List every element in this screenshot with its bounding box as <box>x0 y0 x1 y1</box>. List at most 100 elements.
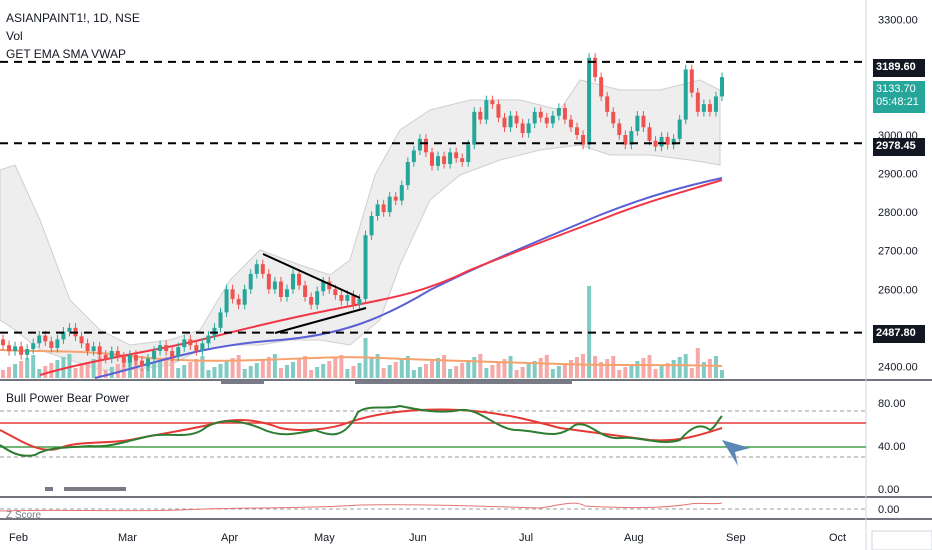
candle-body <box>635 115 640 132</box>
price-tick-label: 2900.00 <box>878 169 918 181</box>
volume-bar <box>61 357 66 378</box>
current-price-badge: 3133.70 05:48:21 <box>873 81 925 113</box>
volume-bar <box>399 359 404 378</box>
volume-bar <box>478 354 483 378</box>
arrow-annotation <box>722 440 750 466</box>
volume-bar <box>695 348 700 378</box>
volume-bar <box>641 358 646 378</box>
candle-body <box>659 136 664 147</box>
volume-bar <box>91 359 96 378</box>
candle-body <box>158 345 163 351</box>
volume-bar <box>490 365 495 378</box>
volume-bar <box>164 357 169 378</box>
candle-body <box>139 360 144 367</box>
candle-body <box>19 346 24 355</box>
volume-bar <box>146 366 151 378</box>
candle-body <box>574 127 579 135</box>
session-marker <box>355 380 572 384</box>
oscillator-signal-line <box>0 408 723 451</box>
time-axis-label: Mar <box>118 532 137 544</box>
volume-bar <box>254 363 259 378</box>
candle-body <box>653 140 658 147</box>
candle-body <box>647 127 652 141</box>
volume-bar <box>707 359 712 378</box>
volume-bar <box>436 358 441 378</box>
candle-body <box>266 273 271 290</box>
volume-bar <box>297 359 302 378</box>
candle-body <box>345 295 350 301</box>
candle-body <box>369 216 374 236</box>
candle-body <box>218 312 223 328</box>
candle-body <box>399 185 404 201</box>
volume-bar <box>1 370 5 378</box>
volume-bar <box>194 359 199 378</box>
candle-body <box>417 138 422 151</box>
candle-body <box>454 152 459 159</box>
candle-body <box>720 77 724 97</box>
candle-body <box>224 289 229 313</box>
volume-bar <box>581 354 586 378</box>
candle-body <box>387 196 392 213</box>
candle-body <box>309 297 314 305</box>
candle-body <box>327 281 332 290</box>
candle-body <box>236 298 241 305</box>
time-axis-label: Sep <box>726 532 746 544</box>
volume-bar <box>55 360 60 378</box>
volume-bar <box>97 356 102 378</box>
price-tick-label: 2600.00 <box>878 284 918 296</box>
middle-level-badge: 2978.45 <box>873 138 925 156</box>
candle-body <box>508 115 513 128</box>
volume-bar <box>429 361 434 378</box>
candle-body <box>629 131 634 145</box>
candle-body <box>568 119 573 128</box>
candle-body <box>284 289 289 297</box>
candle-body <box>79 336 84 344</box>
candle-body <box>496 104 501 118</box>
candle-body <box>405 162 410 186</box>
volume-bar <box>206 370 211 378</box>
session-marker <box>64 487 126 491</box>
candle-body <box>641 115 646 128</box>
candle-body <box>357 298 362 305</box>
volume-bar <box>188 362 193 378</box>
volume-bar <box>466 360 471 378</box>
candle-body <box>146 358 151 367</box>
candle-body <box>1 339 5 346</box>
candle-body <box>254 264 259 274</box>
candle-body <box>381 204 386 213</box>
candle-body <box>303 285 308 297</box>
time-axis-label: Feb <box>9 532 28 544</box>
volume-bar <box>224 361 229 378</box>
candle-body <box>272 281 277 290</box>
volume-bar <box>284 365 289 378</box>
candle-body <box>321 281 326 292</box>
candle-body <box>466 144 471 162</box>
volume-bar <box>309 370 314 378</box>
axis-corner-box <box>871 530 932 550</box>
volume-bar <box>7 367 12 378</box>
oscillator-title: Bull Power Bear Power <box>6 391 130 405</box>
candle-body <box>695 92 700 112</box>
candle-body <box>375 204 380 216</box>
candle-body <box>103 354 108 359</box>
candle-body <box>333 289 338 296</box>
volume-bar <box>411 370 416 378</box>
volume-bar <box>31 355 36 378</box>
indicator-legend: GET EMA SMA VWAP <box>6 47 127 61</box>
volume-bar <box>635 361 640 378</box>
candle-body <box>472 111 477 145</box>
zscore-tick-label: 0.00 <box>878 504 899 516</box>
volume-bar <box>158 360 163 378</box>
candle-body <box>315 291 320 305</box>
candle-body <box>587 57 592 145</box>
volume-bar <box>351 366 356 378</box>
time-axis-label: Aug <box>624 532 644 544</box>
candle-body <box>188 339 193 346</box>
candle-body <box>351 295 356 305</box>
candle-body <box>13 346 18 351</box>
volume-bar <box>387 365 392 378</box>
candle-body <box>448 152 453 164</box>
volume-bar <box>593 356 598 378</box>
candle-body <box>152 351 157 359</box>
